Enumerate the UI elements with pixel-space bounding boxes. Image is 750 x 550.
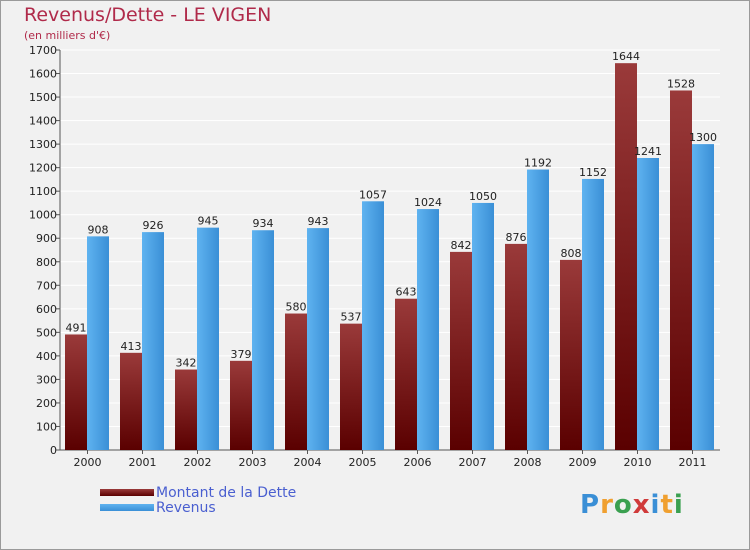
y-tick-label: 800 — [36, 256, 57, 269]
bar-revenus — [87, 236, 109, 450]
logo-letter: x — [632, 490, 651, 520]
bar-dette — [450, 251, 472, 450]
bar-dette — [230, 360, 252, 450]
data-label: 580 — [286, 301, 307, 314]
y-tick-label: 300 — [36, 373, 57, 386]
chart-title: Revenus/Dette - LE VIGEN — [24, 4, 272, 26]
x-tick-label: 2002 — [184, 456, 212, 469]
bar-revenus — [307, 228, 329, 450]
legend-swatch-revenus — [100, 504, 154, 511]
data-label: 342 — [176, 357, 197, 370]
y-tick-label: 200 — [36, 397, 57, 410]
bar-dette — [285, 313, 307, 450]
data-label: 1050 — [469, 190, 497, 203]
data-label: 1300 — [689, 131, 717, 144]
data-label: 943 — [308, 215, 329, 228]
y-tick-label: 0 — [50, 444, 57, 457]
bar-revenus — [472, 202, 494, 450]
bar-dette — [615, 63, 637, 450]
bar-revenus — [362, 201, 384, 450]
y-tick-label: 1700 — [29, 44, 57, 57]
data-label: 1024 — [414, 196, 442, 209]
data-label: 808 — [561, 247, 582, 260]
data-label: 1528 — [667, 77, 695, 90]
bar-revenus — [197, 227, 219, 450]
data-label: 908 — [88, 223, 109, 236]
logo-letter: i — [650, 490, 661, 520]
legend-swatch-dette — [100, 489, 154, 496]
bar-dette — [120, 352, 142, 450]
logo-letter: o — [613, 490, 633, 520]
y-tick-label: 1100 — [29, 185, 57, 198]
y-tick-label: 500 — [36, 326, 57, 339]
y-tick-label: 1200 — [29, 162, 57, 175]
bar-dette — [505, 243, 527, 450]
y-tick-label: 1400 — [29, 115, 57, 128]
bar-revenus — [252, 230, 274, 450]
y-tick-label: 1500 — [29, 91, 57, 104]
x-tick-label: 2000 — [74, 456, 102, 469]
x-tick-label: 2009 — [569, 456, 597, 469]
x-tick-label: 2006 — [404, 456, 432, 469]
data-labels: 491 908 413 926 342 945 379 934 580 943 537 1057 643… — [66, 50, 718, 369]
logo-letter: P — [580, 490, 601, 520]
bar-revenus — [582, 178, 604, 451]
bar-dette — [175, 369, 197, 450]
y-tick-label: 1000 — [29, 209, 57, 222]
chart-subtitle: (en milliers d'€) — [24, 29, 111, 42]
data-label: 926 — [143, 219, 164, 232]
x-tick-label: 2001 — [129, 456, 157, 469]
y-tick-label: 900 — [36, 232, 57, 245]
legend-label-revenus: Revenus — [156, 500, 216, 516]
x-tick-label: 2011 — [679, 456, 707, 469]
x-tick-label: 2008 — [514, 456, 542, 469]
logo-letter: t — [660, 490, 674, 520]
data-label: 491 — [66, 321, 87, 334]
bar-revenus — [527, 169, 549, 450]
y-tick-label: 600 — [36, 303, 57, 316]
y-tick-label: 1600 — [29, 68, 57, 81]
proxiti-logo: Proxiti — [580, 490, 684, 520]
bar-revenus — [417, 209, 439, 450]
logo-letter: i — [673, 490, 684, 520]
bar-dette — [340, 323, 362, 450]
x-tick-label: 2005 — [349, 456, 377, 469]
data-label: 1241 — [634, 145, 662, 158]
bar-dette — [670, 90, 692, 451]
y-tick-label: 1300 — [29, 138, 57, 151]
data-label: 643 — [396, 286, 417, 299]
bar-revenus — [637, 158, 659, 450]
y-tick-label: 700 — [36, 279, 57, 292]
bar-dette — [65, 334, 87, 450]
bar-dette — [560, 259, 582, 450]
x-tick-label: 2003 — [239, 456, 267, 469]
x-tick-label: 2010 — [624, 456, 652, 469]
bar-revenus — [692, 144, 714, 450]
data-label: 379 — [231, 348, 252, 361]
gridlines — [60, 49, 720, 451]
bar-dette — [395, 298, 417, 450]
x-tick-label: 2007 — [459, 456, 487, 469]
data-label: 1152 — [579, 166, 607, 179]
legend-label-dette: Montant de la Dette — [156, 485, 297, 501]
data-label: 1057 — [359, 188, 387, 201]
y-tick-label: 400 — [36, 350, 57, 363]
bars — [65, 63, 714, 451]
data-label: 537 — [341, 311, 362, 324]
data-label: 842 — [451, 239, 472, 252]
axes: 0 100 200 300 400 500 600 700 800 900 1000 1100 1200… — [29, 44, 720, 469]
bar-revenus — [142, 232, 164, 450]
data-label: 413 — [121, 340, 142, 353]
data-label: 945 — [198, 215, 219, 228]
data-label: 934 — [253, 217, 274, 230]
logo-letter: r — [600, 490, 614, 520]
y-tick-label: 100 — [36, 420, 57, 433]
data-label: 1192 — [524, 157, 552, 170]
data-label: 1644 — [612, 50, 640, 63]
data-label: 876 — [506, 231, 527, 244]
x-tick-label: 2004 — [294, 456, 322, 469]
